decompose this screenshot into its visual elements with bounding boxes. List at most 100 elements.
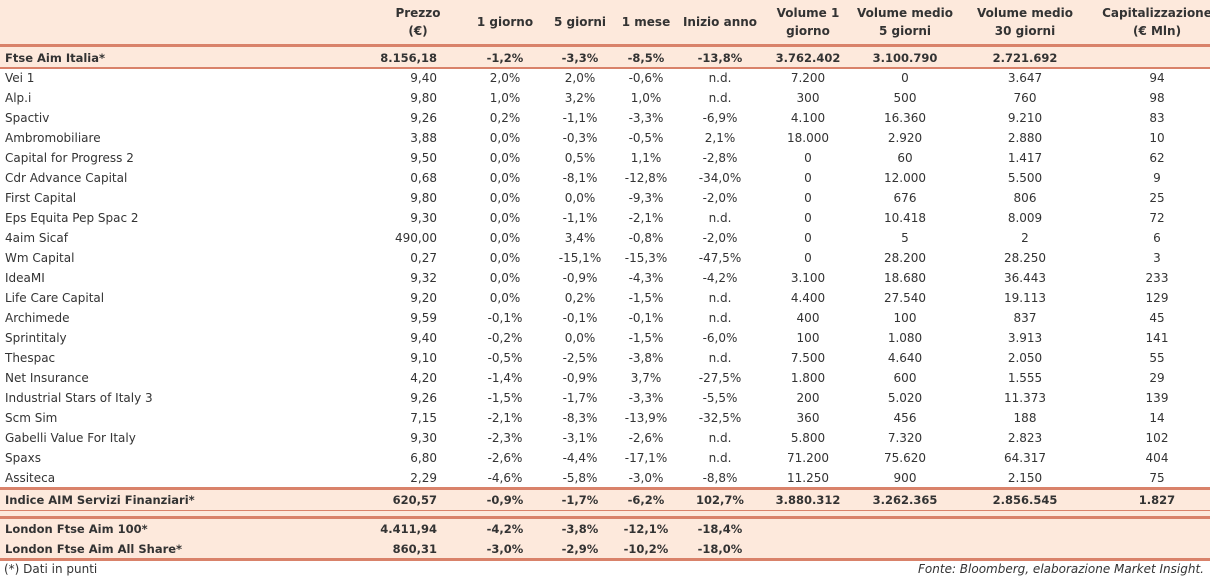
cell: -3,1% (562, 431, 598, 445)
cell: 5.800 (790, 431, 826, 445)
cell: -3,3% (628, 111, 664, 125)
header-text: 5 giorni (878, 24, 932, 38)
cell: 7.320 (887, 431, 923, 445)
cell: 2.150 (1007, 471, 1043, 485)
cell: -34,0% (698, 171, 742, 185)
header-text: Prezzo (395, 6, 441, 20)
cell: -1,1% (562, 211, 598, 225)
cell: 55 (1149, 351, 1165, 365)
cell: -0,5% (628, 131, 664, 145)
row-name: Ftse Aim Italia* (5, 51, 106, 65)
cell: 760 (1013, 91, 1037, 105)
cell: 1.555 (1007, 371, 1043, 385)
cell: 45 (1149, 311, 1165, 325)
cell: 3.762.402 (775, 51, 841, 65)
cell: 360 (796, 411, 820, 425)
cell: 5.500 (1007, 171, 1043, 185)
cell: 3,7% (630, 371, 662, 385)
column-header: 5 giorni (520, 13, 640, 31)
cell: 139 (1145, 391, 1169, 405)
table-row: Sprintitaly 9,40 -0,2% 0,0% -1,5% -6,0% 100 1.0… (0, 328, 1210, 348)
divider (0, 558, 1210, 561)
cell: 9,30 (410, 211, 437, 225)
cell: 12.000 (884, 171, 926, 185)
cell: 64.317 (1004, 451, 1046, 465)
cell: 1.417 (1007, 151, 1043, 165)
cell: 2.920 (887, 131, 923, 145)
row-name: Spaxs (5, 451, 41, 465)
cell: 0,27 (410, 251, 437, 265)
row-name: London Ftse Aim All Share* (5, 542, 183, 556)
cell: 2,29 (410, 471, 437, 485)
cell: -6,2% (627, 493, 665, 507)
cell: 4.100 (790, 111, 826, 125)
cell: -4,3% (628, 271, 664, 285)
cell: -4,2% (486, 522, 524, 536)
cell: 9,80 (410, 91, 437, 105)
cell: n.d. (708, 351, 732, 365)
cell: 4.640 (887, 351, 923, 365)
cell: -15,3% (624, 251, 668, 265)
cell: -1,5% (628, 331, 664, 345)
cell: -0,1% (562, 311, 598, 325)
cell: 71.200 (787, 451, 829, 465)
source-note: Fonte: Bloomberg, elaborazione Market In… (918, 562, 1204, 576)
cell: -18,0% (697, 542, 743, 556)
header-text: 5 giorni (553, 15, 607, 29)
table-row: Scm Sim 7,15 -2,1% -8,3% -13,9% -32,5% 360 456 1… (0, 408, 1210, 428)
cell: 0 (804, 211, 812, 225)
cell: -12,1% (623, 522, 669, 536)
index-row: Ftse Aim Italia* 8.156,18 -1,2% -3,3% -8,5% -… (0, 48, 1210, 68)
cell: 9,30 (410, 431, 437, 445)
row-name: Spactiv (5, 111, 50, 125)
cell: 0 (804, 151, 812, 165)
table-header: Prezzo (€) 1 giorno 5 giorni 1 mese Inizio an… (0, 0, 1210, 44)
cell: 1.080 (887, 331, 923, 345)
cell: -4,6% (487, 471, 523, 485)
table-row: Life Care Capital 9,20 0,0% 0,2% -1,5% n.d. 4.… (0, 288, 1210, 308)
cell: 2.050 (1007, 351, 1043, 365)
cell: 4.411,94 (380, 522, 437, 536)
cell: 27.540 (884, 291, 926, 305)
cell: -0,8% (628, 231, 664, 245)
row-name: Wm Capital (5, 251, 75, 265)
cell: 3.100.790 (872, 51, 938, 65)
cell: 94 (1149, 71, 1165, 85)
cell: -27,5% (698, 371, 742, 385)
cell: -6,9% (702, 111, 738, 125)
cell: -4,4% (562, 451, 598, 465)
cell: 860,31 (392, 542, 437, 556)
divider (0, 67, 1210, 69)
cell: 404 (1145, 451, 1169, 465)
cell: 28.200 (884, 251, 926, 265)
cell: -13,8% (697, 51, 743, 65)
cell: 9,26 (410, 111, 437, 125)
cell: -0,9% (486, 493, 524, 507)
cell: 0,0% (489, 271, 521, 285)
cell: -3,8% (628, 351, 664, 365)
column-header: Volume medio 30 giorni (965, 4, 1085, 40)
cell: 3.647 (1007, 71, 1043, 85)
table-row: Archimede 9,59 -0,1% -0,1% -0,1% n.d. 400 100 83… (0, 308, 1210, 328)
cell: -3,3% (561, 51, 599, 65)
cell: 2.880 (1007, 131, 1043, 145)
row-name: Eps Equita Pep Spac 2 (5, 211, 139, 225)
cell: 72 (1149, 211, 1165, 225)
row-name: Life Care Capital (5, 291, 105, 305)
cell: 3.100 (790, 271, 826, 285)
cell: 4.400 (790, 291, 826, 305)
divider (0, 516, 1210, 519)
column-header: Inizio anno (660, 13, 780, 31)
cell: 2.823 (1007, 431, 1043, 445)
table-row: IdeaMI 9,32 0,0% -0,9% -4,3% -4,2% 3.100 18.680… (0, 268, 1210, 288)
cell: 102 (1145, 431, 1169, 445)
cell: 0 (804, 251, 812, 265)
table-row: Assiteca 2,29 -4,6% -5,8% -3,0% -8,8% 11.250 90… (0, 468, 1210, 488)
cell: -3,0% (486, 542, 524, 556)
cell: 2,0% (564, 71, 596, 85)
cell: 0 (804, 191, 812, 205)
cell: -9,3% (628, 191, 664, 205)
cell: 4,20 (410, 371, 437, 385)
header-text: 1 mese (621, 15, 671, 29)
cell: 188 (1013, 411, 1037, 425)
